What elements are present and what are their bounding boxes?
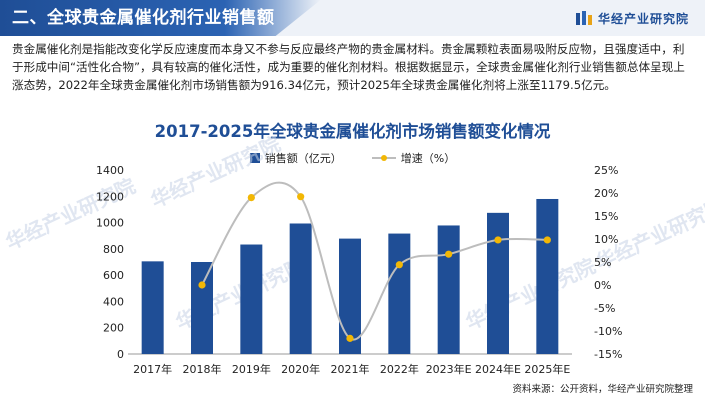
bar (388, 233, 411, 354)
y-left-tick-label: 400 (103, 295, 124, 308)
x-tick-label: 2025年E (524, 362, 570, 376)
bar (141, 261, 164, 354)
bar (191, 262, 213, 354)
y-right-tick-label: 15% (594, 210, 618, 223)
growth-point (247, 194, 255, 202)
growth-point (198, 281, 206, 289)
y-left-tick-label: 0 (117, 348, 124, 361)
x-tick-label: 2018年 (183, 362, 222, 376)
y-right-tick-label: 10% (594, 233, 618, 246)
y-left-tick-label: 1400 (96, 164, 124, 177)
y-right-tick-label: 5% (594, 256, 611, 269)
y-right-tick-label: -5% (594, 302, 615, 315)
growth-point (494, 236, 502, 244)
bar (289, 223, 312, 354)
x-tick-label: 2020年 (281, 362, 320, 376)
header-bar: 二、全球贵金属催化剂行业销售额 华经产业研究院 (0, 0, 705, 36)
brand-logo-icon (575, 11, 592, 25)
y-left-tick-label: 1200 (96, 190, 124, 203)
y-left-tick-label: 800 (103, 243, 124, 256)
legend-bar-label: 销售额（亿元） (264, 152, 342, 165)
bar (339, 238, 361, 354)
x-tick-label: 2021年 (331, 362, 370, 376)
watermark-text: 华经产业研究院 (462, 254, 599, 335)
x-tick-label: 2017年 (133, 362, 172, 376)
page-title: 二、全球贵金属催化剂行业销售额 (0, 0, 321, 36)
y-right-tick-label: -15% (594, 348, 622, 361)
growth-point (297, 193, 305, 201)
chart-title: 2017-2025年全球贵金属催化剂市场销售额变化情况 (154, 122, 551, 141)
y-left-tick-label: 200 (103, 322, 124, 335)
growth-point (395, 261, 403, 269)
legend-bar-swatch (249, 153, 260, 163)
x-tick-label: 2022年 (380, 362, 419, 376)
x-tick-label: 2024年E (475, 362, 521, 376)
chart-legend: 销售额（亿元） 增速（%） (0, 150, 705, 166)
legend-item-line: 增速（%） (371, 150, 456, 166)
bar (487, 212, 509, 354)
source-note: 资料来源：公开资料，华经产业研究院整理 (512, 384, 693, 395)
y-left-tick-label: 600 (103, 269, 124, 282)
brand: 华经产业研究院 (575, 10, 689, 26)
watermark-text: 华经产业研究院 (147, 132, 284, 213)
legend-item-bar: 销售额（亿元） (249, 150, 342, 166)
y-right-tick-label: 25% (594, 164, 618, 177)
brand-name: 华经产业研究院 (597, 11, 689, 26)
y-right-tick-label: -10% (594, 325, 622, 338)
x-tick-label: 2019年 (232, 362, 271, 376)
y-right-tick-label: 20% (594, 187, 618, 200)
growth-point (445, 250, 453, 258)
x-tick-label: 2023年E (426, 362, 472, 376)
legend-line-swatch (371, 155, 396, 161)
y-left-tick-label: 1000 (96, 217, 124, 230)
bar (240, 244, 263, 354)
growth-point (543, 236, 551, 244)
intro-paragraph: 贵金属催化剂是指能改变化学反应速度而本身又不参与反应最终产物的贵金属材料。贵金属… (12, 42, 685, 92)
growth-point (346, 334, 354, 342)
bar (437, 225, 460, 354)
legend-line-label: 增速（%） (400, 152, 456, 165)
bar (536, 198, 559, 354)
y-right-tick-label: 0% (594, 279, 611, 292)
